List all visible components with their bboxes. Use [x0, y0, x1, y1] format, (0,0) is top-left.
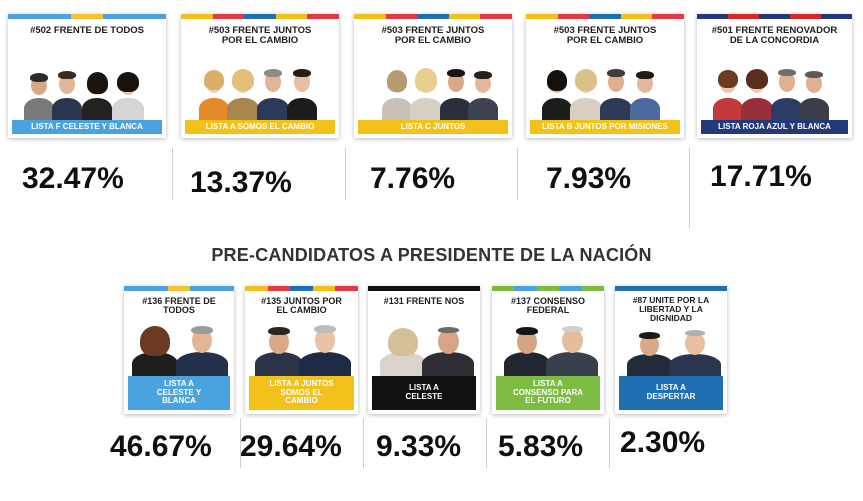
list-banner: LISTA F CELESTE Y BLANCA	[12, 120, 162, 134]
candidates-photo	[12, 68, 162, 120]
party-color-bar	[526, 14, 684, 19]
party-title: #502 FRENTE DE TODOS	[30, 25, 144, 36]
divider	[240, 418, 241, 468]
candidate-card: #501 FRENTE RENOVADOR DE LA CONCORDIA LI…	[697, 14, 852, 138]
party-color-bar	[697, 14, 852, 19]
party-title: #503 FRENTE JUNTOS POR EL CAMBIO	[208, 25, 312, 46]
candidate-card: #503 FRENTE JUNTOS POR EL CAMBIO LISTA A…	[181, 14, 339, 138]
party-title: #137 CONSENSO FEDERAL	[510, 296, 586, 316]
party-title: #503 FRENTE JUNTOS POR EL CAMBIO	[381, 25, 485, 46]
candidate-card: #135 JUNTOS POR EL CAMBIO LISTA A JUNTOS…	[245, 286, 358, 414]
party-title: #501 FRENTE RENOVADOR DE LA CONCORDIA	[711, 25, 838, 46]
list-banner: LISTA A CELESTE	[372, 376, 476, 410]
divider	[609, 418, 610, 468]
vote-percentage: 7.93%	[546, 162, 632, 195]
candidate-card: #137 CONSENSO FEDERAL LISTA A CONSENSO P…	[492, 286, 604, 414]
list-banner: LISTA A CELESTE Y BLANCA	[128, 376, 230, 410]
vote-percentage: 2.30%	[620, 426, 706, 459]
divider	[363, 418, 364, 468]
party-color-bar	[492, 286, 604, 291]
party-color-bar	[8, 14, 166, 19]
candidates-photo	[372, 324, 476, 376]
party-color-bar	[368, 286, 480, 291]
candidates-photo	[128, 324, 230, 376]
party-color-bar	[354, 14, 512, 19]
candidate-card: #503 FRENTE JUNTOS POR EL CAMBIO LISTA C…	[354, 14, 512, 138]
vote-percentage: 13.37%	[190, 166, 292, 199]
divider	[689, 148, 690, 228]
party-color-bar	[245, 286, 358, 291]
candidate-card: #502 FRENTE DE TODOS LISTA F CELESTE Y B…	[8, 14, 166, 138]
candidate-card: #136 FRENTE DE TODOS LISTA A CELESTE Y B…	[124, 286, 234, 414]
party-color-bar	[615, 286, 727, 291]
vote-percentage: 29.64%	[240, 430, 342, 463]
party-title: #136 FRENTE DE TODOS	[142, 296, 216, 316]
list-banner: LISTA ROJA AZUL Y BLANCA	[701, 120, 848, 134]
candidates-photo	[185, 64, 335, 120]
candidates-photo	[701, 64, 848, 120]
vote-percentage: 9.33%	[376, 430, 462, 463]
candidates-photo	[496, 324, 600, 376]
party-color-bar	[181, 14, 339, 19]
list-banner: LISTA A JUNTOS SOMOS EL CAMBIO	[249, 376, 354, 410]
divider	[172, 148, 173, 200]
list-banner: LISTA A DESPERTAR	[619, 376, 723, 410]
candidate-card: #503 FRENTE JUNTOS POR EL CAMBIO LISTA B…	[526, 14, 684, 138]
candidates-photo	[530, 64, 680, 120]
vote-percentage: 7.76%	[370, 162, 456, 195]
vote-percentage: 32.47%	[22, 162, 124, 195]
divider	[486, 418, 487, 468]
list-banner: LISTA B JUNTOS POR MISIONES	[530, 120, 680, 134]
party-title: #503 FRENTE JUNTOS POR EL CAMBIO	[553, 25, 657, 46]
vote-percentage: 5.83%	[498, 430, 584, 463]
candidate-card: #131 FRENTE NOS LISTA A CELESTE	[368, 286, 480, 414]
section-title: PRE-CANDIDATOS A PRESIDENTE DE LA NACIÓN	[211, 245, 652, 265]
vote-percentage: 17.71%	[710, 160, 812, 193]
candidates-photo	[619, 330, 723, 376]
list-banner: LISTA C JUNTOS	[358, 120, 508, 134]
list-banner: LISTA A CONSENSO PARA EL FUTURO	[496, 376, 600, 410]
candidates-photo	[249, 324, 354, 376]
list-banner: LISTA A SOMOS EL CAMBIO	[185, 120, 335, 134]
vote-percentage: 46.67%	[110, 430, 212, 463]
candidate-card: #87 UNITE POR LA LIBERTAD Y LA DIGNIDAD …	[615, 286, 727, 414]
party-title: #131 FRENTE NOS	[383, 296, 465, 306]
divider	[345, 148, 346, 200]
divider	[517, 148, 518, 200]
party-color-bar	[124, 286, 234, 291]
party-title: #87 UNITE POR LA LIBERTAD Y LA DIGNIDAD	[632, 295, 710, 323]
candidates-photo	[358, 64, 508, 120]
party-title: #135 JUNTOS POR EL CAMBIO	[261, 296, 342, 316]
